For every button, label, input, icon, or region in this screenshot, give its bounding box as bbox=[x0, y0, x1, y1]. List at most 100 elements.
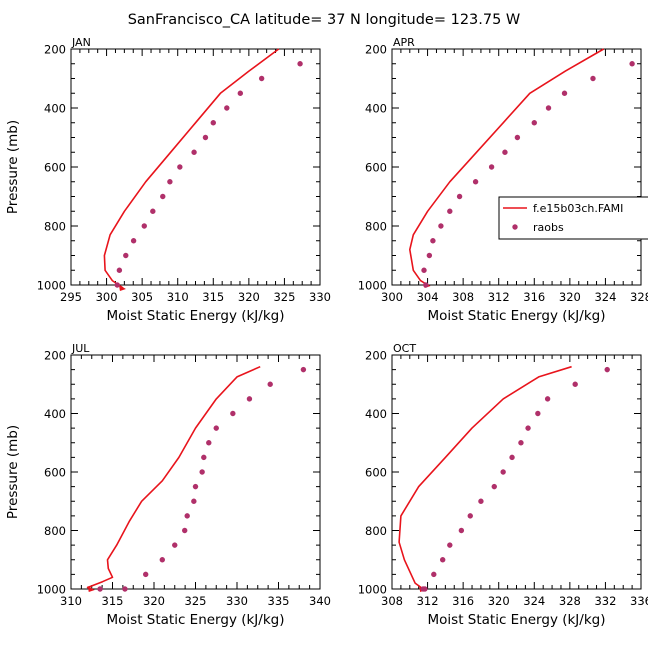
raobs-point bbox=[545, 105, 552, 111]
raobs-point bbox=[130, 238, 137, 244]
x-tick-label: 295 bbox=[60, 290, 82, 304]
raobs-point bbox=[237, 90, 244, 96]
raobs-point bbox=[177, 164, 183, 170]
plot-frame bbox=[70, 354, 321, 590]
x-tick-label: 328 bbox=[630, 290, 648, 304]
x-axis-title: Moist Static Energy (kJ/kg) bbox=[428, 612, 606, 628]
x-tick-label: 305 bbox=[131, 290, 153, 304]
y-tick-label: 800 bbox=[44, 220, 66, 234]
y-tick-label: 200 bbox=[44, 43, 66, 57]
panel-label: OCT bbox=[393, 342, 416, 355]
raobs-point bbox=[447, 542, 453, 548]
raobs-point bbox=[456, 193, 463, 200]
x-tick-label: 315 bbox=[202, 290, 224, 304]
raobs-point bbox=[159, 557, 165, 563]
raobs-point bbox=[184, 513, 190, 519]
x-tick-label: 320 bbox=[143, 594, 165, 608]
y-tick-label: 1000 bbox=[358, 279, 387, 293]
raobs-point bbox=[160, 193, 166, 200]
y-tick-label: 600 bbox=[365, 161, 387, 175]
y-tick-label: 600 bbox=[365, 466, 387, 480]
y-tick-label: 400 bbox=[44, 407, 66, 421]
model-line-jan bbox=[103, 48, 280, 289]
raobs-point bbox=[478, 498, 484, 504]
raobs-point bbox=[191, 149, 197, 155]
x-tick-label: 330 bbox=[309, 290, 331, 304]
legend: f.e15b03ch.FAMI raobs bbox=[498, 196, 648, 240]
x-tick-label: 330 bbox=[226, 594, 248, 608]
raobs-point bbox=[201, 454, 207, 461]
x-tick-label: 325 bbox=[273, 290, 295, 304]
raobs-point bbox=[300, 366, 307, 373]
y-tick-label: 400 bbox=[365, 102, 387, 116]
y-tick-label: 600 bbox=[44, 466, 66, 480]
raobs-point bbox=[420, 586, 426, 592]
plot-frame bbox=[391, 48, 642, 286]
panels: JAN 295 300 305 310 315 320 325 330 200 400 600 800 1… bbox=[5, 36, 648, 628]
raobs-point bbox=[544, 396, 551, 402]
figure-title: SanFrancisco_CA latitude= 37 N longitude… bbox=[128, 12, 521, 28]
y-tick-label: 200 bbox=[365, 43, 387, 57]
x-tick-label: 328 bbox=[559, 594, 581, 608]
raobs-point bbox=[122, 586, 128, 592]
y-tick-label: 1000 bbox=[358, 583, 387, 597]
x-tick-label: 316 bbox=[452, 594, 474, 608]
raobs-point bbox=[458, 527, 465, 534]
raobs-point bbox=[143, 571, 149, 578]
raobs-point bbox=[472, 179, 479, 185]
panel-jan: JAN 295 300 305 310 315 320 325 330 200 400 600 800 1… bbox=[5, 36, 331, 324]
raobs-point bbox=[213, 425, 219, 431]
raobs-point bbox=[258, 75, 265, 82]
raobs-point bbox=[447, 208, 453, 214]
panel-oct: OCT 308 312 316 320 324 328 332 336 200 400 600 800 1… bbox=[358, 342, 648, 628]
x-tick-label: 312 bbox=[488, 290, 510, 304]
y-tick-label: 400 bbox=[365, 407, 387, 421]
x-tick-label: 320 bbox=[238, 290, 260, 304]
raobs-point bbox=[172, 542, 178, 548]
raobs-point bbox=[114, 282, 120, 288]
y-tick-label: 800 bbox=[365, 220, 387, 234]
raobs-point bbox=[604, 366, 610, 373]
raobs-point bbox=[629, 61, 635, 67]
raobs-point bbox=[491, 483, 497, 490]
raobs-point bbox=[430, 238, 436, 244]
x-tick-label: 316 bbox=[523, 290, 545, 304]
raobs-point bbox=[535, 410, 541, 417]
legend-box bbox=[498, 196, 648, 240]
y-tick-label: 200 bbox=[44, 349, 66, 363]
raobs-point bbox=[210, 120, 216, 126]
raobs-point bbox=[438, 223, 444, 229]
x-tick-label: 340 bbox=[309, 594, 331, 608]
raobs-point bbox=[297, 61, 303, 67]
model-line-apr bbox=[408, 48, 605, 286]
y-tick-label: 800 bbox=[44, 524, 66, 538]
y-tick-label: 1000 bbox=[37, 583, 66, 597]
raobs-point bbox=[500, 469, 506, 475]
x-tick-label: 308 bbox=[381, 594, 403, 608]
y-tick-label: 200 bbox=[365, 349, 387, 363]
raobs-point bbox=[141, 223, 147, 229]
raobs-point bbox=[561, 90, 568, 96]
y-tick-label: 800 bbox=[365, 524, 387, 538]
x-tick-label: 312 bbox=[417, 594, 439, 608]
x-tick-label: 335 bbox=[268, 594, 290, 608]
raobs-point bbox=[423, 282, 429, 288]
x-tick-label: 310 bbox=[60, 594, 82, 608]
x-tick-label: 332 bbox=[594, 594, 616, 608]
raobs-point bbox=[426, 252, 433, 259]
raobs-point bbox=[206, 440, 212, 446]
raobs-point bbox=[525, 425, 531, 431]
raobs-point bbox=[182, 527, 188, 534]
x-tick-label: 325 bbox=[185, 594, 207, 608]
y-axis-title: Pressure (mb) bbox=[5, 120, 21, 214]
raobs-point bbox=[192, 483, 199, 490]
x-tick-label: 304 bbox=[417, 290, 439, 304]
raobs-point bbox=[224, 105, 230, 111]
raobs-point bbox=[267, 381, 273, 387]
raobs-point bbox=[518, 440, 524, 446]
raobs-point bbox=[514, 134, 521, 141]
raobs-point bbox=[531, 120, 537, 126]
raobs-point bbox=[116, 267, 123, 273]
raobs-point bbox=[246, 396, 253, 402]
raobs-point bbox=[509, 454, 515, 461]
